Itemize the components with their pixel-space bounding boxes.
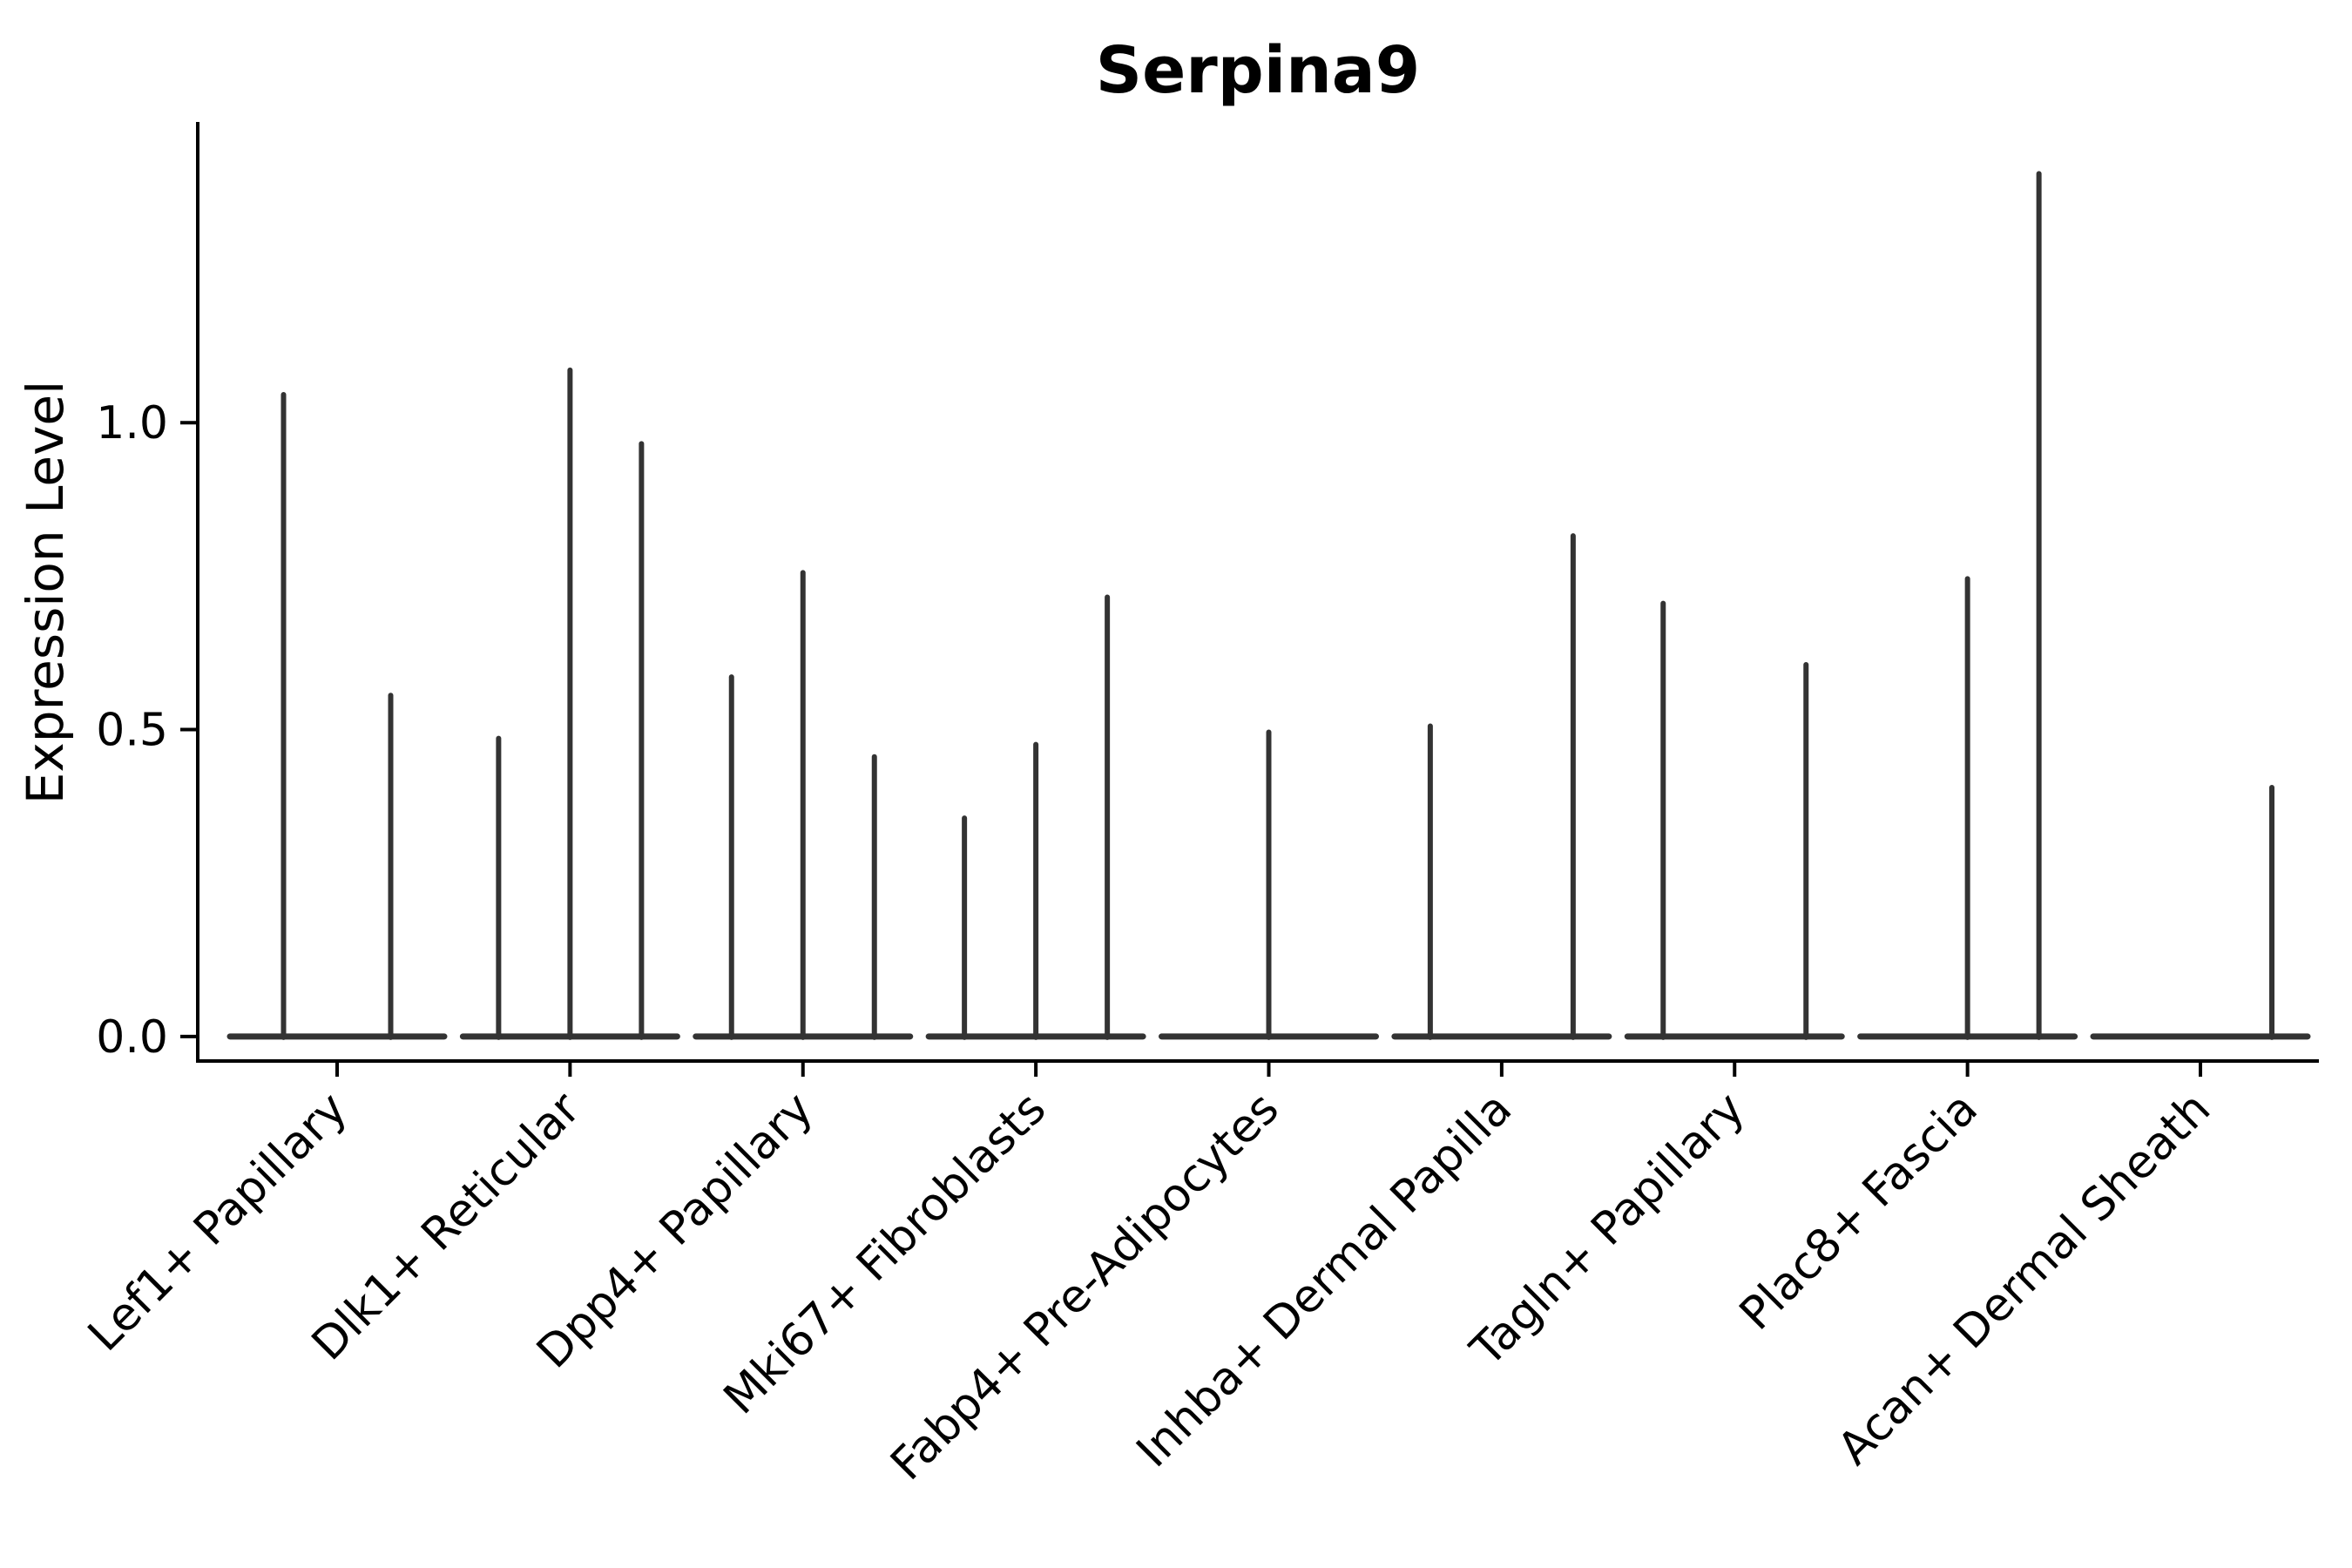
y-axis-label: Expression Level [16,381,75,804]
y-tick-label: 0.0 [96,1011,168,1064]
y-tick-label: 1.0 [96,397,168,449]
y-tick-label: 0.5 [96,705,168,757]
chart-title: Serpina9 [1096,33,1420,108]
violin-group [2090,784,2311,1040]
violin-group [693,570,914,1040]
violin-group [1624,600,1845,1040]
violin-group [925,594,1146,1040]
violin-group [226,392,448,1040]
violin-plots [226,171,2311,1040]
violin-group [1857,171,2078,1040]
violin-group [459,367,680,1040]
axes-spines [196,122,2319,1063]
violin-group [1159,729,1379,1040]
y-axis-ticks: 0.0 0.5 1.0 [96,397,198,1064]
violin-group [1391,533,1612,1040]
